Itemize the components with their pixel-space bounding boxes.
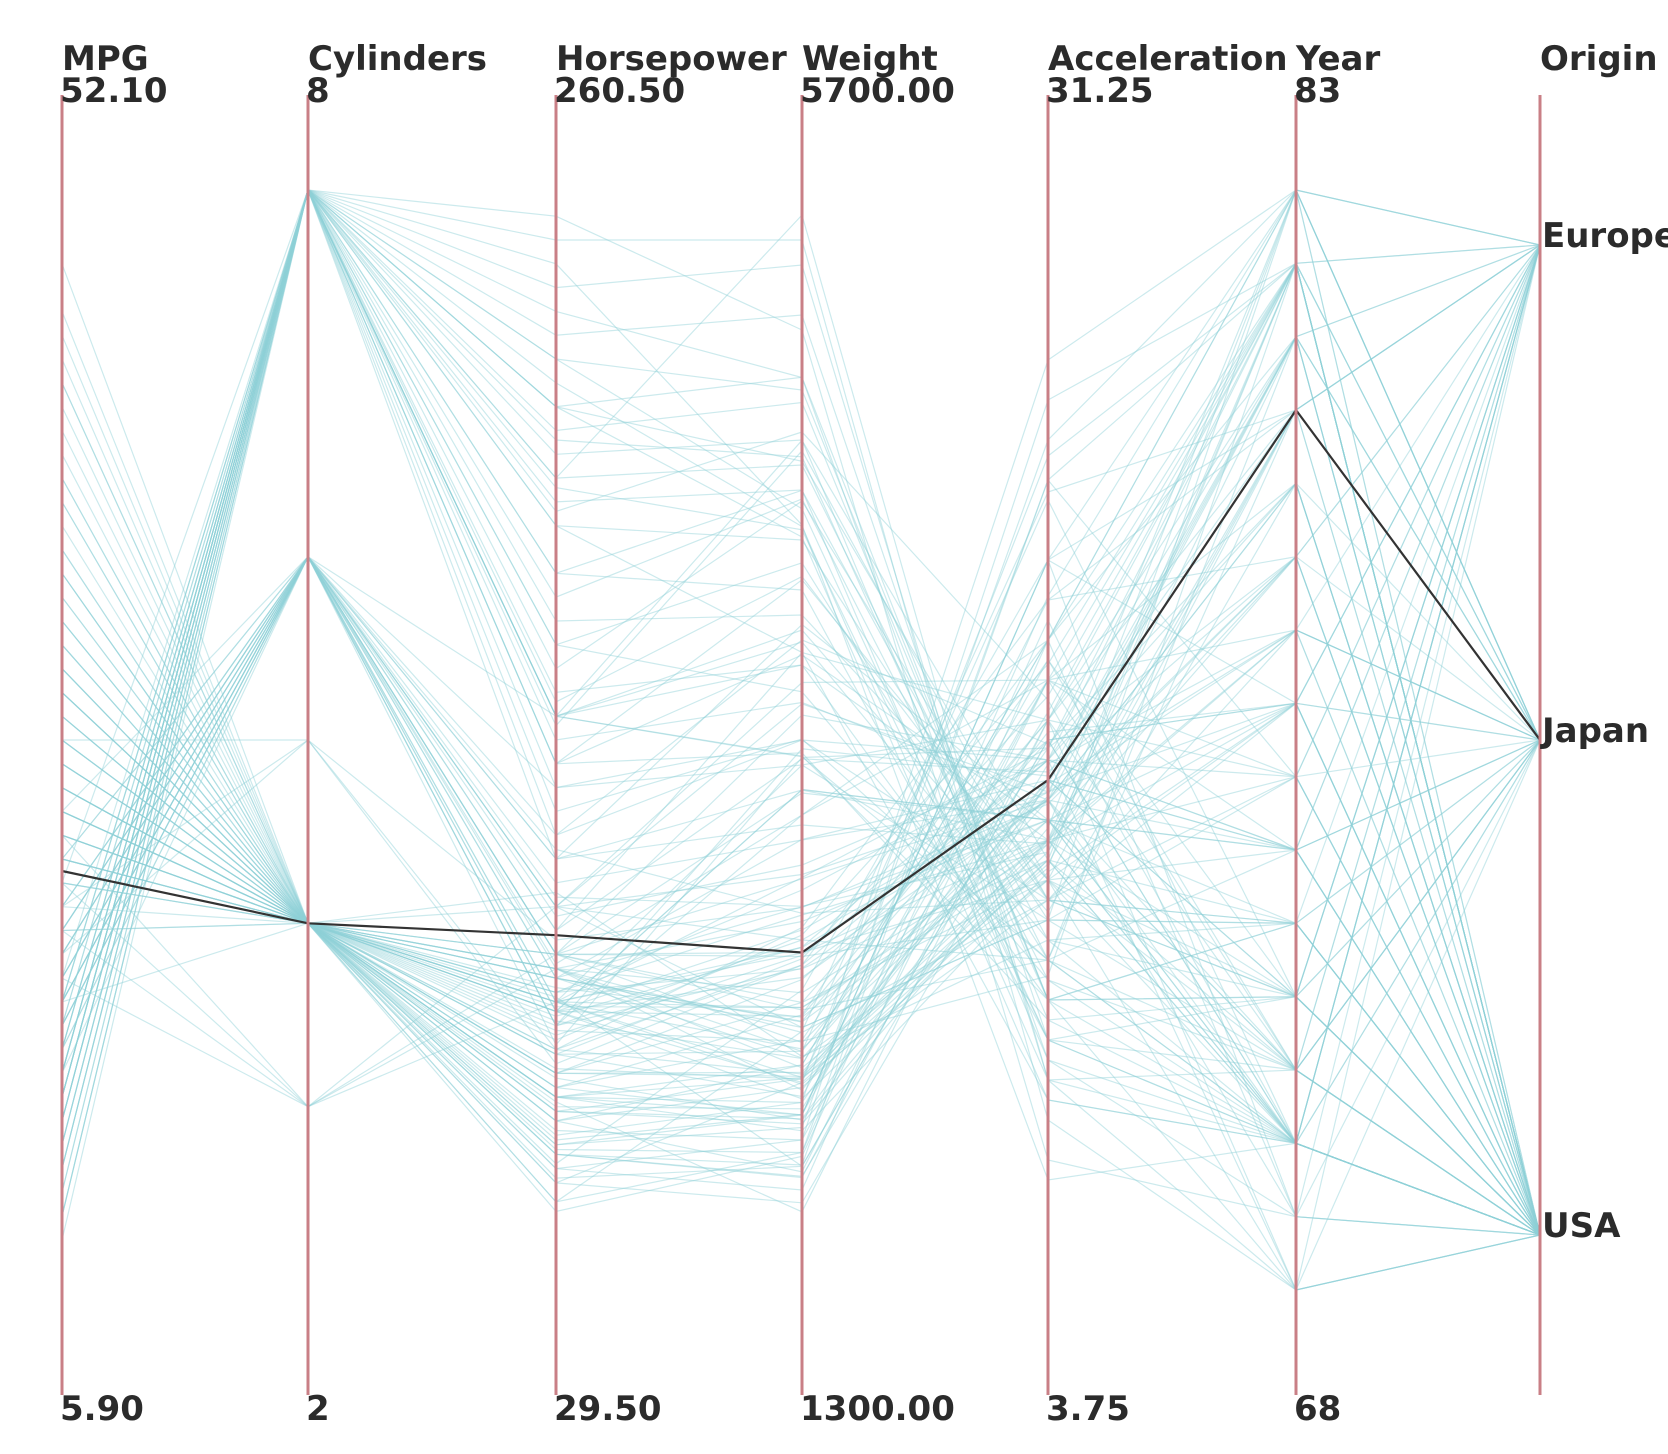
axis-min-label-weight: 1300.00 <box>800 1389 955 1429</box>
axis-max-label-acceleration: 31.25 <box>1046 71 1154 111</box>
axis-title-cylinders: Cylinders <box>308 39 487 79</box>
axis-min-label-mpg: 5.90 <box>60 1389 144 1429</box>
category-label-usa: USA <box>1542 1206 1621 1246</box>
axes-layer <box>60 95 1542 1395</box>
axis-title-weight: Weight <box>802 39 938 79</box>
axis-title-mpg: MPG <box>62 39 149 79</box>
axis-max-label-horsepower: 260.50 <box>554 71 685 111</box>
axis-max-label-mpg: 52.10 <box>60 71 168 111</box>
axis-min-label-year: 68 <box>1294 1389 1341 1429</box>
axis-title-origin: Origin <box>1540 39 1658 79</box>
axis-max-label-weight: 5700.00 <box>800 71 955 111</box>
axis-min-label-cylinders: 2 <box>306 1389 330 1429</box>
category-label-europe: Europe <box>1542 216 1668 256</box>
axis-min-label-horsepower: 29.50 <box>554 1389 662 1429</box>
axis-min-label-acceleration: 3.75 <box>1046 1389 1130 1429</box>
category-label-japan: Japan <box>1540 711 1649 751</box>
axis-title-year: Year <box>1295 39 1381 79</box>
axis-title-acceleration: Acceleration <box>1048 39 1288 79</box>
axis-max-label-cylinders: 8 <box>306 71 330 111</box>
axis-title-horsepower: Horsepower <box>556 39 787 79</box>
axis-max-label-year: 83 <box>1294 71 1341 111</box>
